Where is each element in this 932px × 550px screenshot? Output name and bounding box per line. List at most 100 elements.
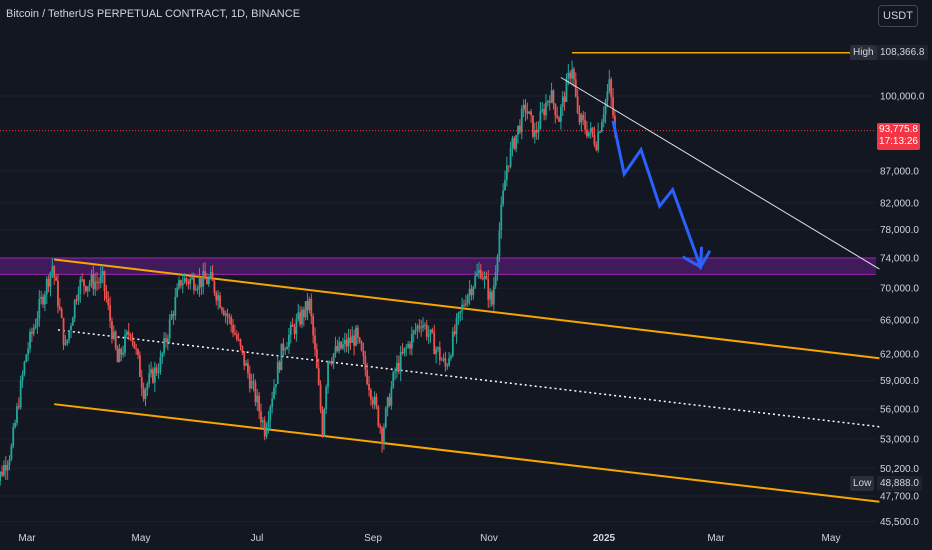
candle-body bbox=[206, 279, 208, 285]
candle-body bbox=[6, 464, 9, 471]
candle-body bbox=[301, 309, 303, 325]
candle-body bbox=[152, 369, 154, 383]
candle-body bbox=[545, 102, 547, 116]
low-label: Low bbox=[850, 476, 875, 491]
candle-body bbox=[153, 367, 156, 383]
candle-body bbox=[235, 334, 238, 340]
candle-body bbox=[569, 72, 572, 79]
candle-body bbox=[424, 324, 426, 326]
candle-body bbox=[377, 406, 380, 426]
x-tick-label: Jul bbox=[251, 533, 264, 544]
candle-body bbox=[464, 303, 467, 305]
candle-body bbox=[58, 306, 61, 309]
candle-body bbox=[369, 390, 372, 400]
candle-body bbox=[193, 277, 195, 290]
candle-body bbox=[576, 96, 579, 113]
candle-body bbox=[49, 272, 52, 287]
candle-body bbox=[202, 271, 205, 287]
candle-body bbox=[457, 312, 460, 318]
candle-body bbox=[511, 138, 514, 148]
candle-body bbox=[600, 122, 603, 132]
candle-body bbox=[308, 298, 311, 311]
candle-body bbox=[215, 292, 218, 301]
candle-body bbox=[304, 301, 307, 318]
projection-path bbox=[611, 120, 712, 271]
candle-body bbox=[226, 313, 229, 317]
x-tick-label: 2025 bbox=[593, 533, 616, 544]
candle-body bbox=[492, 285, 495, 305]
candle-body bbox=[351, 335, 354, 343]
channel-lower-line bbox=[54, 403, 880, 503]
candle-body bbox=[289, 324, 292, 335]
candle-body bbox=[409, 343, 411, 349]
candle-body bbox=[502, 190, 505, 205]
candle-body bbox=[295, 319, 298, 335]
candle-body bbox=[196, 288, 199, 290]
candle-body bbox=[528, 111, 531, 114]
candle-body bbox=[444, 358, 447, 367]
candle-body bbox=[261, 420, 264, 423]
candle-body bbox=[286, 346, 288, 350]
candle-body bbox=[356, 327, 359, 338]
candle-body bbox=[243, 351, 246, 366]
candle-body bbox=[189, 279, 192, 285]
candle-body bbox=[559, 106, 562, 122]
candle-body bbox=[250, 381, 253, 389]
y-tick-label: 59,000.0 bbox=[880, 376, 919, 387]
candle-body bbox=[593, 134, 596, 145]
candle-body bbox=[247, 363, 249, 374]
candle-body bbox=[60, 308, 63, 318]
candle-body bbox=[234, 332, 236, 335]
candle-body bbox=[505, 165, 508, 181]
candle-body bbox=[47, 278, 50, 287]
candle-body bbox=[98, 282, 100, 284]
candle-body bbox=[466, 295, 469, 304]
symbol-title[interactable]: Bitcoin / TetherUS PERPETUAL CONTRACT, 1… bbox=[6, 8, 301, 20]
candle-body bbox=[30, 331, 33, 334]
candle-body bbox=[541, 109, 544, 112]
candle-body bbox=[552, 90, 555, 104]
candle-body bbox=[73, 299, 76, 319]
candle-body bbox=[21, 374, 24, 381]
candle-body bbox=[442, 358, 445, 360]
y-tick-label: 78,000.0 bbox=[880, 225, 919, 236]
candle-body bbox=[520, 109, 523, 133]
candle-body bbox=[187, 281, 190, 285]
candle-body bbox=[317, 368, 320, 385]
candle-body bbox=[267, 420, 270, 428]
candle-body bbox=[114, 331, 117, 349]
candle-body bbox=[563, 96, 566, 102]
candle-body bbox=[496, 256, 499, 273]
candle-body bbox=[381, 428, 383, 444]
candle-body bbox=[384, 408, 387, 428]
candle-body bbox=[403, 347, 406, 354]
candle-body bbox=[565, 77, 568, 102]
candle-body bbox=[450, 355, 452, 359]
candle-body bbox=[34, 325, 37, 329]
candle-body bbox=[470, 288, 473, 296]
candle-body bbox=[319, 384, 322, 410]
candle-body bbox=[485, 275, 488, 280]
currency-button[interactable]: USDT bbox=[878, 5, 918, 27]
candle-body bbox=[478, 269, 480, 273]
candle-body bbox=[51, 266, 54, 273]
candle-body bbox=[271, 398, 274, 408]
candle-body bbox=[329, 361, 331, 363]
candle-body bbox=[228, 316, 231, 318]
candle-body bbox=[327, 361, 329, 388]
candle-body bbox=[390, 387, 393, 406]
candle-body bbox=[265, 427, 268, 437]
candle-body bbox=[347, 337, 350, 347]
candle-body bbox=[274, 384, 277, 388]
candle-body bbox=[586, 129, 588, 137]
candle-body bbox=[388, 397, 391, 406]
candle-body bbox=[455, 317, 458, 335]
last-price-value: 93,775.8 bbox=[879, 124, 918, 135]
candle-body bbox=[222, 310, 225, 316]
candle-body bbox=[451, 331, 454, 356]
candle-body bbox=[429, 329, 432, 335]
candle-body bbox=[513, 138, 516, 149]
candle-body bbox=[479, 269, 482, 279]
candle-body bbox=[431, 329, 434, 333]
